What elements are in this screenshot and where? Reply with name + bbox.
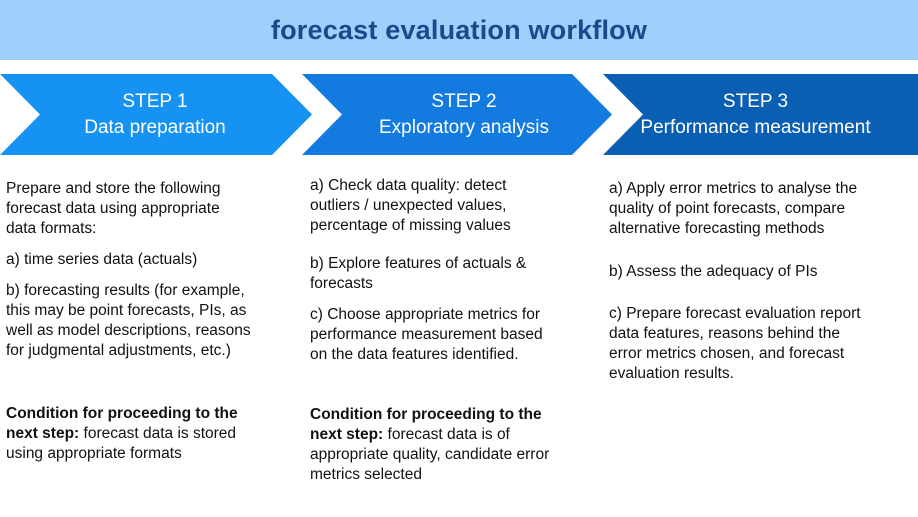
page-title: forecast evaluation workflow xyxy=(270,14,648,45)
step-3-name: Performance measurement xyxy=(640,116,871,138)
step-2-description: a) Check data quality: detect outliers /… xyxy=(310,176,606,485)
step-2-chevron: STEP 2 Exploratory analysis xyxy=(302,74,612,155)
step-3-item-b: b) Assess the adequacy of PIs xyxy=(609,263,818,280)
step-1-chevron: STEP 1 Data preparation xyxy=(0,74,312,155)
step-2-name: Exploratory analysis xyxy=(378,116,550,138)
step-2-number: STEP 2 xyxy=(431,90,497,112)
step-1-item-a: a) time series data (actuals) xyxy=(6,251,198,268)
step-3-number: STEP 3 xyxy=(722,90,789,112)
step-2-item-b: b) Explore features of actuals & forecas… xyxy=(310,255,527,292)
step-2-item-a: a) Check data quality: detect outliers /… xyxy=(310,177,511,234)
step-1-description: Prepare and store the following forecast… xyxy=(6,179,302,464)
step-2-condition-label: Condition for proceeding to the next ste… xyxy=(310,406,542,443)
step-2-condition-text: forecast data is of appropriate quality,… xyxy=(310,426,550,483)
step-3-item-c: c) Prepare forecast evaluation report da… xyxy=(609,305,861,382)
step-2-condition: Condition for proceeding to the next ste… xyxy=(310,405,606,485)
step-1-item-b: b) forecasting results (for example, thi… xyxy=(6,282,251,359)
step-1-condition-text: forecast data is stored using appropriat… xyxy=(6,425,237,462)
step-3-chevron: STEP 3 Performance measurement xyxy=(603,74,918,155)
step-2-item-c: c) Choose appropriate metrics for perfor… xyxy=(310,306,543,363)
step-1-name: Data preparation xyxy=(84,116,226,138)
step-1-condition: Condition for proceeding to the next ste… xyxy=(6,404,302,464)
step-3-description: a) Apply error metrics to analyse the qu… xyxy=(609,179,914,384)
step-3-item-a: a) Apply error metrics to analyse the qu… xyxy=(609,180,858,237)
step-1-intro: Prepare and store the following forecast… xyxy=(6,180,221,237)
step-1-condition-label: Condition for proceeding to the next ste… xyxy=(6,405,238,442)
title-banner: forecast evaluation workflow xyxy=(0,0,918,60)
step-1-number: STEP 1 xyxy=(122,90,188,112)
